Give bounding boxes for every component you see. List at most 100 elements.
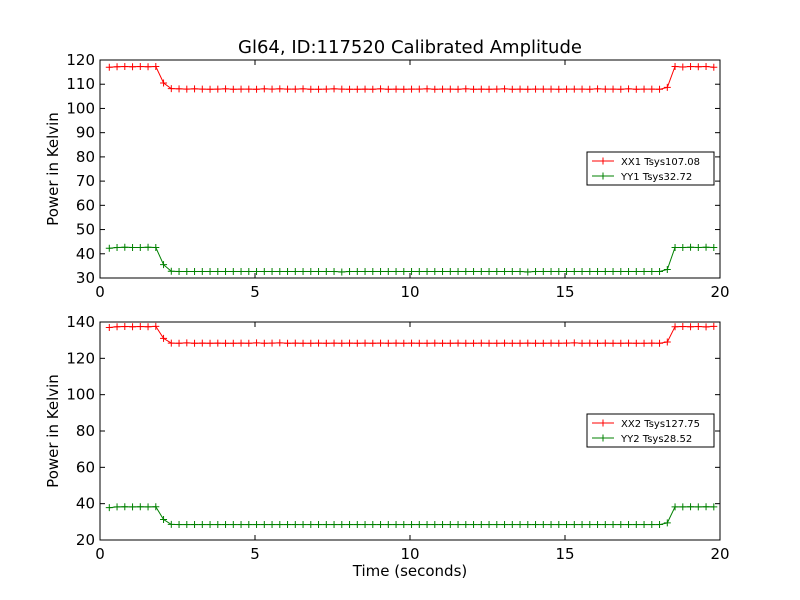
data-point <box>493 339 501 347</box>
data-point <box>214 521 222 529</box>
data-point <box>570 521 578 529</box>
data-point <box>694 323 702 331</box>
data-point <box>369 85 377 93</box>
data-point <box>183 267 191 275</box>
data-point <box>206 85 214 93</box>
data-point <box>694 243 702 251</box>
data-point <box>423 267 431 275</box>
y-tick-label: 80 <box>76 422 95 440</box>
data-point <box>136 323 144 331</box>
data-point <box>671 503 679 511</box>
data-point <box>563 85 571 93</box>
data-point <box>160 261 168 269</box>
y-tick-label: 40 <box>76 495 95 513</box>
data-point <box>400 267 408 275</box>
data-point <box>338 268 346 276</box>
data-point <box>136 63 144 71</box>
series-1 <box>105 63 718 93</box>
data-point <box>245 267 253 275</box>
data-point <box>237 521 245 529</box>
data-point <box>377 521 385 529</box>
data-point <box>160 79 168 87</box>
data-point <box>276 521 284 529</box>
x-tick-label: 15 <box>555 545 574 563</box>
data-point <box>477 521 485 529</box>
data-point <box>183 339 191 347</box>
data-point <box>539 85 547 93</box>
data-point <box>508 85 516 93</box>
data-point <box>175 521 183 529</box>
y-tick-label: 80 <box>76 148 95 166</box>
data-point <box>663 83 671 91</box>
data-point <box>253 267 261 275</box>
data-point <box>291 85 299 93</box>
data-point <box>470 85 478 93</box>
data-point <box>346 339 354 347</box>
data-point <box>462 339 470 347</box>
data-point <box>105 323 113 331</box>
data-point <box>330 85 338 93</box>
data-point <box>462 267 470 275</box>
data-point <box>214 339 222 347</box>
data-point <box>532 339 540 347</box>
data-point <box>648 85 656 93</box>
data-point <box>191 521 199 529</box>
data-point <box>501 267 509 275</box>
x-tick-label: 0 <box>95 283 105 301</box>
data-point <box>439 521 447 529</box>
data-point <box>307 85 315 93</box>
data-point <box>625 521 633 529</box>
data-point <box>152 63 160 71</box>
data-point <box>446 339 454 347</box>
data-point <box>594 521 602 529</box>
data-point <box>640 85 648 93</box>
data-point <box>322 339 330 347</box>
data-point <box>392 521 400 529</box>
data-point <box>687 63 695 71</box>
data-point <box>338 85 346 93</box>
data-point <box>284 339 292 347</box>
data-point <box>245 339 253 347</box>
data-point <box>144 63 152 71</box>
data-point <box>663 519 671 527</box>
data-point <box>702 243 710 251</box>
data-point <box>423 521 431 529</box>
data-point <box>191 85 199 93</box>
x-tick-label: 0 <box>95 545 105 563</box>
data-point <box>601 85 609 93</box>
data-point <box>508 339 516 347</box>
data-point <box>656 521 664 529</box>
data-point <box>485 521 493 529</box>
data-point <box>229 85 237 93</box>
data-point <box>113 243 121 251</box>
data-point <box>144 243 152 251</box>
data-point <box>260 267 268 275</box>
data-point <box>260 521 268 529</box>
y-tick-label: 20 <box>76 531 95 549</box>
data-point <box>105 63 113 71</box>
data-point <box>276 267 284 275</box>
data-point <box>648 521 656 529</box>
legend-box <box>586 413 715 448</box>
data-point <box>377 339 385 347</box>
data-point <box>454 339 462 347</box>
data-point <box>198 339 206 347</box>
data-point <box>423 85 431 93</box>
x-axis-label: Time (seconds) <box>352 562 468 580</box>
data-point <box>315 339 323 347</box>
legend-box <box>586 151 715 186</box>
data-point <box>369 521 377 529</box>
data-point <box>175 267 183 275</box>
data-point <box>710 503 718 511</box>
data-point <box>330 521 338 529</box>
data-point <box>299 85 307 93</box>
data-point <box>679 63 687 71</box>
y-tick-label: 40 <box>76 245 95 263</box>
data-point <box>299 267 307 275</box>
y-tick-label: 50 <box>76 221 95 239</box>
data-point <box>679 243 687 251</box>
data-point <box>431 339 439 347</box>
data-point <box>601 521 609 529</box>
data-point <box>687 323 695 331</box>
